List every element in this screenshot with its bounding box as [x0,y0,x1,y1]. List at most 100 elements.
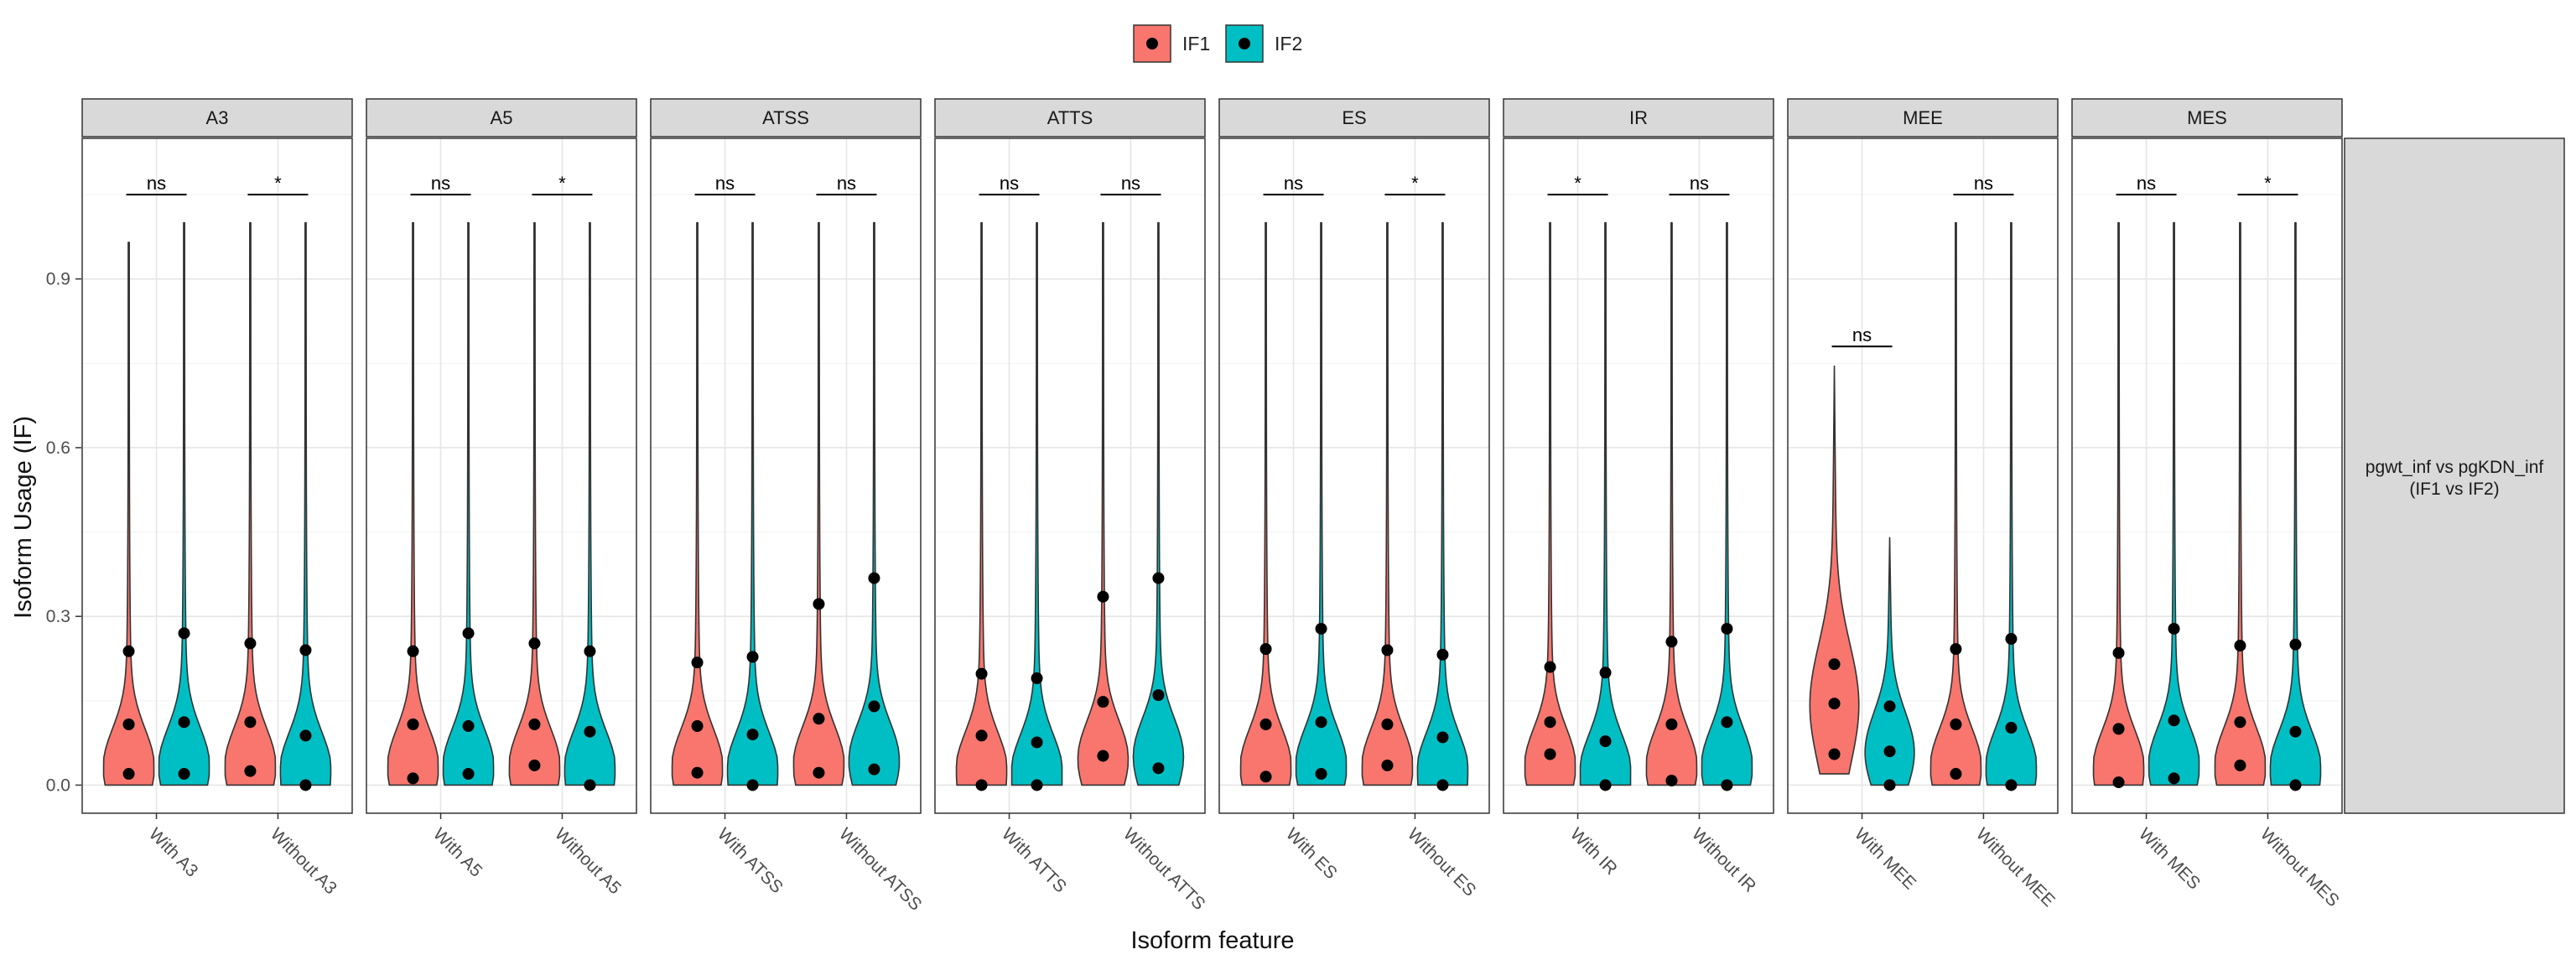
quantile-point [1599,667,1612,679]
significance-label: ns [715,173,735,194]
quantile-point [1883,700,1896,713]
quantile-point [2234,716,2246,729]
x-axis-title: Isoform feature [1130,927,1294,954]
facet-title: IR [1629,107,1648,128]
quantile-point [813,766,825,779]
panel-border [81,137,353,814]
quantile-point [691,766,704,779]
significance-label: ns [1000,173,1019,194]
significance-label: * [558,173,566,194]
quantile-point [178,627,190,640]
facet-strip [1218,98,1490,137]
quantile-point [746,779,759,791]
facet-strip [1503,98,1774,137]
violin-if2 [1579,221,1632,786]
violin-if1 [1524,221,1576,786]
quantile-point [1436,731,1449,744]
significance-label: ns [1690,173,1709,194]
quantile-point [2289,725,2302,738]
significance-label: ns [1974,173,1993,194]
quantile-point [1721,622,1733,635]
violin-if2 [1416,221,1469,786]
y-axis: 0.0 0.3 0.6 0.9 [46,270,81,795]
quantile-point [584,645,596,657]
violin-if2 [2148,221,2200,786]
quantile-point [584,725,596,738]
quantile-point [178,716,190,729]
violin-if2 [2269,221,2322,786]
facet-title: ATTS [1047,107,1093,128]
significance-label: ns [147,173,166,194]
violin-if1 [1361,221,1414,786]
violin-if2 [726,221,779,786]
quantile-point [1152,762,1165,775]
quantile-point [1544,716,1556,729]
quantile-point [1883,779,1896,791]
quantile-point [2289,779,2302,791]
significance-label: * [1411,173,1419,194]
violin-if1 [2092,221,2145,786]
quantile-point [2112,723,2125,735]
quantile-point [975,667,988,680]
quantile-point [868,572,880,584]
legend-dot-if1 [1146,38,1158,49]
quantile-point [244,637,257,650]
quantile-point [299,644,312,656]
quantile-point [1381,759,1394,771]
significance-label: * [1574,173,1581,194]
significance-label: ns [1284,173,1303,194]
quantile-point [1665,775,1678,787]
violin-if2 [1295,221,1348,786]
quantile-point [1315,622,1327,635]
quantile-point [813,598,825,610]
facet-title: A5 [491,107,513,128]
violin-if1 [102,241,155,786]
significance-label: ns [2137,173,2156,194]
quantile-point [868,763,880,775]
significance-label: ns [431,173,450,194]
quantile-point [122,645,135,657]
facet-strip [366,98,637,137]
quantile-point [1883,745,1896,758]
quantile-point [1097,696,1109,708]
violin-if1 [1645,221,1698,786]
violin-if1 [1809,365,1860,775]
quantile-point [299,779,312,791]
quantile-point [1828,748,1841,760]
quantile-point [868,700,880,713]
quantile-point [1259,770,1272,783]
quantile-point [1721,779,1733,791]
quantile-point [1259,718,1272,731]
quantile-point [244,716,257,729]
quantile-point [813,713,825,725]
violin-if1 [508,221,561,786]
quantile-point [2234,759,2246,771]
violin-if1 [955,221,1008,786]
violin-if2 [564,221,616,786]
y-tick-label: 0.9 [46,270,70,289]
quantile-point [1031,779,1043,791]
quantile-point [2168,714,2180,727]
quantile-point [122,718,135,731]
quantile-point [462,768,475,781]
facet-title: ES [1342,107,1366,128]
quantile-point [1544,748,1556,760]
quantile-point [2112,776,2125,789]
quantile-point [1665,718,1678,731]
significance-label: * [274,173,282,194]
quantile-point [528,637,541,650]
quantile-point [1315,716,1327,729]
y-axis-title: Isoform Usage (IF) [10,416,37,619]
violin-if1 [387,221,439,786]
violin-if2 [158,221,210,786]
quantile-point [407,718,419,731]
panel-border [1218,137,1490,814]
violin-if2 [1010,221,1063,786]
violin-if1 [1929,221,1982,786]
violin-if2 [1701,221,1753,786]
facet-title: MES [2187,107,2227,128]
